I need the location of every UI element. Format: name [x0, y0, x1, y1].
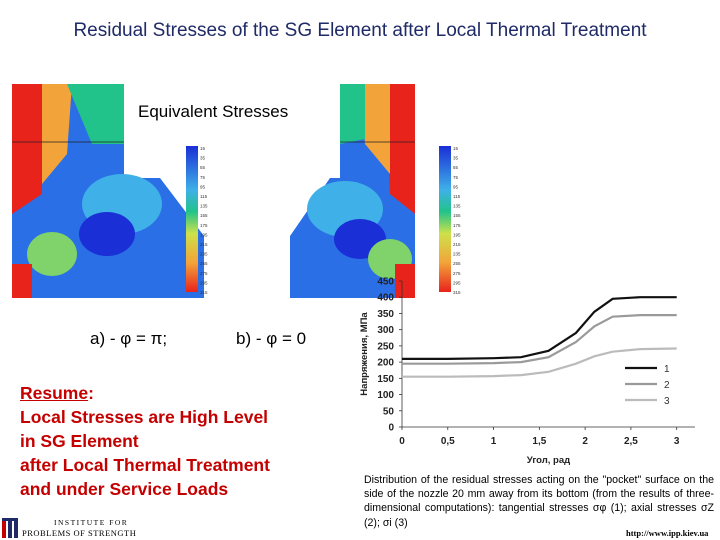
x-tick-label: 3 [674, 436, 680, 447]
fem-legend-value: 95 [453, 184, 459, 189]
fem-legend-value: 15 [453, 146, 459, 151]
y-tick-label: 400 [377, 293, 394, 304]
fem-legend-value: 135 [200, 204, 208, 209]
legend-label-3: 3 [664, 396, 670, 407]
resume-block: Resume: Local Stresses are High Level in… [20, 381, 350, 501]
fem-legend-value: 155 [200, 213, 208, 218]
logo-line1: INSTITUTE FOR [54, 518, 128, 527]
fem-legend-right [439, 146, 451, 292]
resume-line: in SG Element [20, 431, 139, 451]
x-tick-label: 1 [491, 436, 497, 447]
y-tick-label: 0 [388, 423, 394, 434]
fem-legend-value: 175 [453, 223, 461, 228]
figure-caption: Distribution of the residual stresses ac… [364, 474, 714, 529]
fem-legend-value: 175 [200, 223, 208, 228]
fem-legend-value: 315 [453, 290, 461, 295]
legend-label-2: 2 [664, 380, 670, 391]
fem-legend-value: 235 [453, 252, 461, 257]
fem-legend-value: 75 [200, 175, 206, 180]
fem-legend-value: 295 [453, 280, 461, 285]
website-url: http://www.ipp.kiev.ua [626, 528, 709, 538]
fem-legend-value: 135 [453, 204, 461, 209]
fem-legend-value: 195 [200, 232, 208, 237]
y-axis-label: Напряжения, МПа [359, 312, 370, 396]
fem-legend-value: 15 [200, 146, 206, 151]
x-tick-label: 1,5 [532, 436, 546, 447]
fem-label: Equivalent Stresses [135, 101, 292, 123]
fem-legend-value: 155 [453, 213, 461, 218]
fem-legend-value: 255 [453, 261, 461, 266]
fem-legend-left [186, 146, 198, 292]
fem-plot-right: 15 35 55 75 95 115 135 155 175 195 215 235 255 275 295… [290, 84, 461, 298]
case-a-label: a) - φ = π; [90, 329, 168, 348]
y-tick-label: 200 [377, 358, 394, 369]
resume-line: after Local Thermal Treatment [20, 455, 270, 475]
legend-label-1: 1 [664, 364, 670, 375]
y-tick-label: 300 [377, 325, 394, 336]
fem-legend-value: 195 [453, 232, 461, 237]
fem-plot-left: 15 35 55 75 95 115 135 155 175 195 215 235 255 275 295… [12, 84, 208, 298]
series-line-2 [402, 314, 677, 365]
fem-legend-value: 235 [200, 252, 208, 257]
y-tick-label: 100 [377, 390, 394, 401]
x-axis-label: Угол, рад [527, 455, 570, 466]
x-tick-label: 0,5 [441, 436, 455, 447]
fem-legend-value: 115 [200, 194, 208, 199]
fem-legend-value: 115 [453, 194, 461, 199]
x-tick-label: 2 [582, 436, 588, 447]
institute-logo: INSTITUTE FOR PROBLEMS OF STRENGTH [2, 518, 136, 538]
fem-legend-value: 255 [200, 261, 208, 266]
series-line-1 [402, 296, 677, 360]
series-line-3 [402, 347, 677, 378]
resume-line: and under Service Loads [20, 479, 229, 499]
stress-chart: 0 50 100 150 200 250 300 350 400 450 0 0,5 1 1,5 2 2,5 3… [359, 277, 695, 466]
y-tick-label: 450 [377, 277, 394, 288]
fem-legend-value: 215 [200, 242, 208, 247]
fem-legend-value: 75 [453, 175, 459, 180]
slide-title: Residual Stresses of the SG Element afte… [73, 20, 647, 41]
y-tick-label: 150 [377, 374, 394, 385]
y-tick-label: 50 [383, 406, 395, 417]
logo-line2: PROBLEMS OF STRENGTH [22, 528, 136, 538]
resume-line: Local Stresses are High Level [20, 407, 269, 427]
resume-heading: Resume [20, 383, 89, 403]
fem-legend-value: 315 [200, 290, 208, 295]
x-tick-label: 2,5 [624, 436, 638, 447]
y-tick-label: 250 [377, 341, 394, 352]
x-tick-label: 0 [399, 436, 405, 447]
fem-legend-value: 95 [200, 184, 206, 189]
fem-legend-value: 55 [200, 165, 206, 170]
ipp-logo-mark [2, 518, 18, 538]
fem-legend-value: 35 [200, 156, 206, 161]
fem-legend-value: 275 [453, 271, 461, 276]
fem-legend-value: 295 [200, 280, 208, 285]
fem-legend-value: 275 [200, 271, 208, 276]
case-b-label: b) - φ = 0 [236, 329, 307, 348]
resume-colon: : [88, 383, 94, 403]
y-tick-label: 350 [377, 309, 394, 320]
fem-legend-value: 215 [453, 242, 461, 247]
fem-legend-value: 55 [453, 165, 459, 170]
fem-legend-value: 35 [453, 156, 459, 161]
